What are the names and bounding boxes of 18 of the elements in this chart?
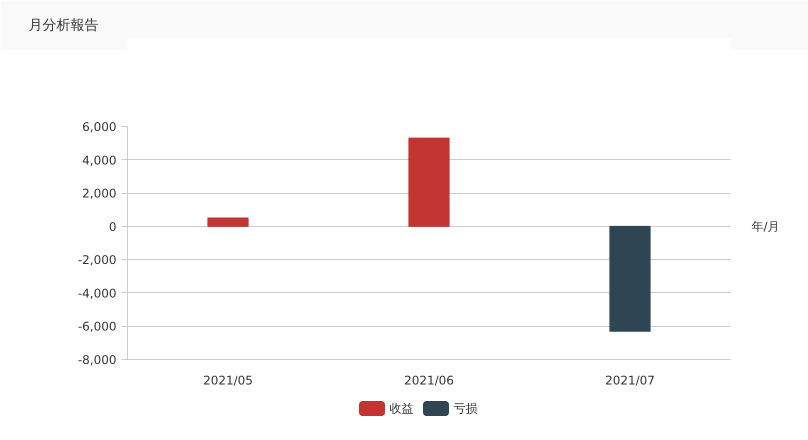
x-tick-label: 2021/05	[203, 374, 253, 388]
y-tick-label: -4,000	[78, 286, 117, 300]
chart-title: 月分析報告	[28, 18, 98, 34]
bar	[408, 138, 450, 227]
y-tick-label: 0	[108, 220, 117, 234]
x-tick-label: 2021/06	[404, 374, 454, 388]
y-tick-label: -6,000	[78, 320, 117, 334]
y-tick-label: -8,000	[78, 353, 117, 367]
y-tick-label: 2,000	[82, 186, 117, 201]
y-tick-label: -2,000	[78, 253, 117, 268]
bar	[207, 218, 249, 227]
x-tick-label: 2021/07	[605, 374, 655, 388]
x-axis-title: 年/月	[752, 219, 780, 234]
legend-label: 收益	[390, 402, 414, 416]
bar	[609, 226, 651, 332]
y-tick-label: 4,000	[82, 153, 117, 168]
y-tick-label: 6,000	[82, 120, 117, 134]
legend-label: 亏损	[454, 402, 478, 416]
